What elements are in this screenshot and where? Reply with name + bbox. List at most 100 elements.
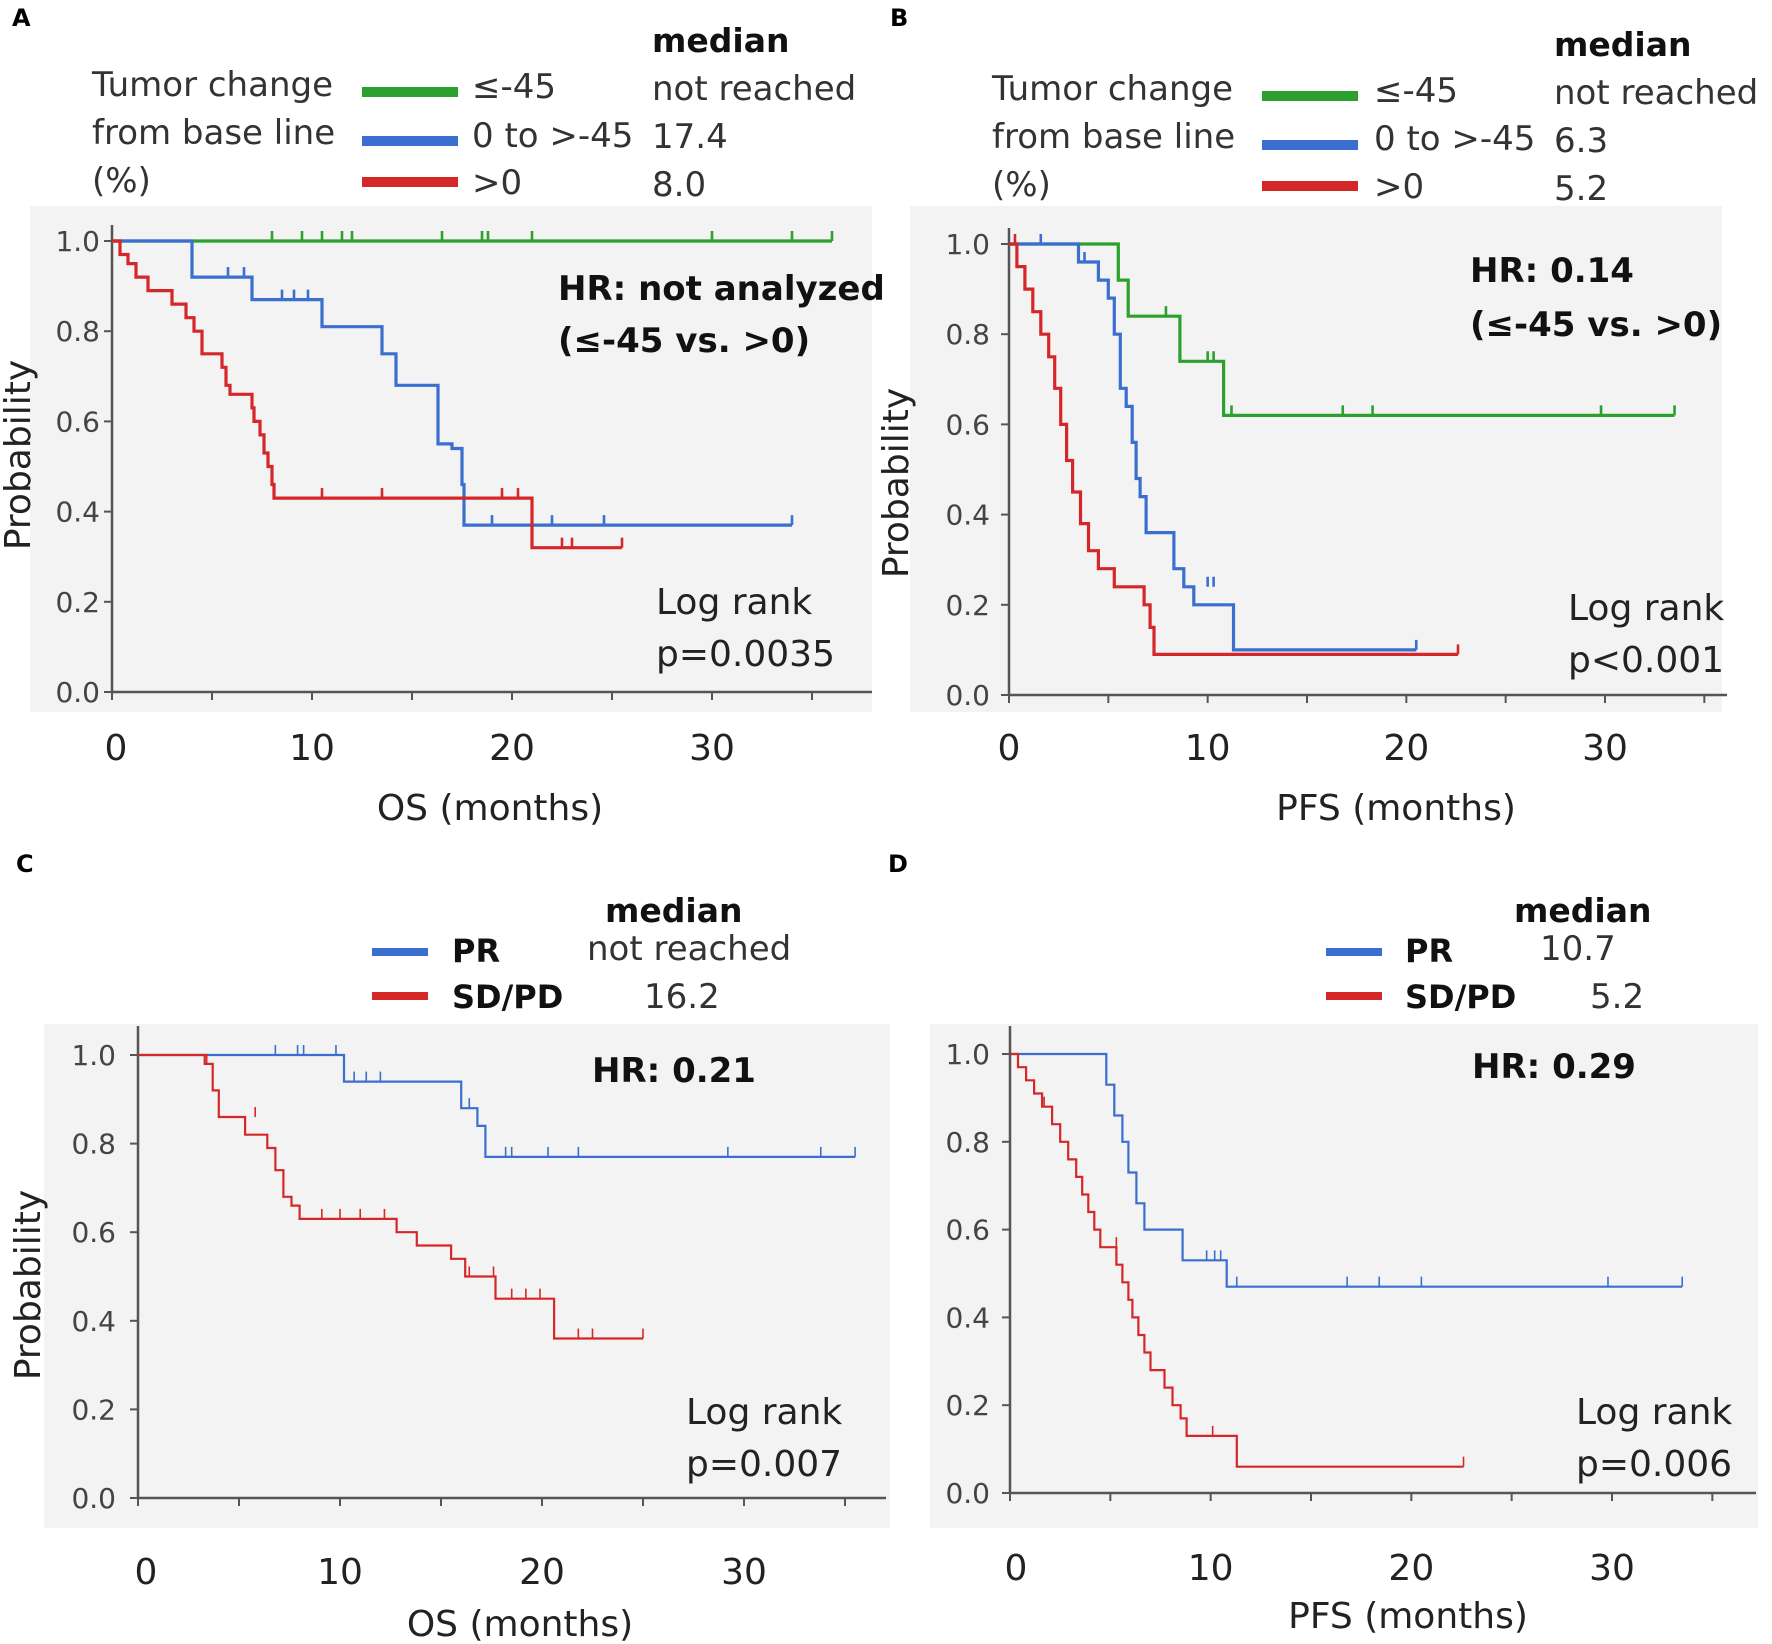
panel-a-legend-title-line-2: from base line [92,113,335,153]
panel-d-median-1: 5.2 [1590,977,1644,1017]
panel-a-logrank-line-1: Log rank [656,582,812,623]
panel-a-hr-line-1: HR: not analyzed [558,269,885,309]
panel-b-logrank-line-1: Log rank [1568,588,1724,629]
panel-b-hr-line-1: HR: 0.14 [1470,251,1634,291]
panel-b-legend-title-line-1: Tumor change [991,69,1233,109]
panel-b-median-header: median [1554,25,1691,64]
panel-a-median-1: 17.4 [652,117,728,157]
panel-b-legend-title-line-2: from base line [992,117,1235,157]
panel-b-axes: 0.0 0.2 0.4 0.6 0.8 1.0 0 10 20 30 [945,228,1727,769]
panel-b-series-1-curve [1009,242,1417,652]
panel-b-y-tick-label: 0.2 [945,589,990,622]
panel-a-median-header: median [652,21,789,60]
panel-b-median-0: not reached [1554,73,1758,113]
panel-d-series [1010,1052,1684,1468]
panel-c-logrank-line-2: p=0.007 [686,1444,842,1485]
panel-c-series [138,1045,856,1340]
panel-b-median-2: 5.2 [1554,169,1608,209]
panel-a-legend-title-line-1: Tumor change [91,65,333,105]
panel-d-xlabel: PFS (months) [1288,1596,1528,1637]
panel-d-letter: D [888,850,908,878]
panel-a-series [112,231,834,550]
panel-d-x-tick-label: 0 [1005,1548,1028,1589]
panel-a-y-tick-label: 0.0 [55,676,100,709]
panel-c-axes: 0.0 0.2 0.4 0.6 0.8 1.0 0 10 20 30 [71,1026,886,1593]
panel-c-x-tick-label: 20 [519,1552,565,1593]
panel-a-y-tick-label: 1.0 [55,225,100,258]
panel-d-series-1-curve [1010,1052,1464,1468]
panel-b-x-tick-label: 30 [1582,728,1628,769]
panel-b-y-tick-label: 0.6 [945,408,990,441]
panel-b-logrank-line-2: p<0.001 [1568,640,1724,681]
panel-a-legend-title-line-3: (%) [92,161,151,201]
panel-c-median-1: 16.2 [644,977,720,1017]
panel-d-legend-label-0: PR [1405,932,1453,970]
panel-a-ylabel: Probability [0,360,39,550]
panel-b-hr-line-2: (≤-45 vs. >0) [1470,305,1722,345]
panel-a-letter: A [12,4,31,32]
panel-a-median-0: not reached [652,69,856,109]
panel-c-xlabel: OS (months) [407,1604,633,1644]
panel-d-logrank-line-1: Log rank [1576,1392,1732,1433]
panel-d-x-tick-label: 20 [1388,1548,1434,1589]
panel-b-legend-label-0: ≤-45 [1374,71,1458,111]
panel-c-letter: C [16,850,34,878]
panel-d: D median PR SD/PD 10.7 5.2 0.00.20.40.60… [888,850,1758,1637]
panel-c: C median PR SD/PD not reached 16.2 0.00.… [8,850,890,1644]
panel-a-series-2-curve [112,239,622,550]
panel-d-median-0: 10.7 [1540,929,1616,969]
panel-d-y-tick-label: 0.0 [945,1477,990,1510]
panel-c-y-tick-label: 0.0 [71,1482,116,1515]
panel-a-x-tick-label: 10 [289,728,335,769]
panel-a-series-1-curve [112,239,792,527]
panel-b-x-tick-label: 20 [1383,728,1429,769]
panel-c-y-tick-label: 0.6 [71,1216,116,1249]
panel-b-series-2-curve [1009,242,1458,656]
panel-c-series-1-curve [138,1053,643,1340]
panel-d-y-tick-label: 0.6 [945,1214,990,1247]
panel-c-ylabel: Probability [8,1190,49,1380]
panel-a-y-tick-label: 0.8 [55,315,100,348]
panel-b-series [1009,234,1676,656]
panel-c-x-tick-label: 10 [317,1552,363,1593]
panel-a-legend-label-1: 0 to >-45 [472,116,633,156]
panel-c-logrank-line-1: Log rank [686,1392,842,1433]
panel-c-y-tick-label: 0.8 [71,1128,116,1161]
panel-d-logrank-line-2: p=0.006 [1576,1444,1732,1485]
panel-b-legend-label-2: >0 [1374,167,1424,207]
panel-c-hr-line-1: HR: 0.21 [592,1051,756,1091]
panel-b-y-tick-label: 0.4 [945,499,990,532]
panel-d-y-tick-label: 0.4 [945,1301,990,1334]
panel-d-y-tick-label: 0.8 [945,1126,990,1159]
panel-a-legend-label-2: >0 [472,163,522,203]
panel-a-x-tick-label: 30 [689,728,735,769]
panel-b-y-tick-label: 1.0 [945,228,990,261]
panel-b-ylabel: Probability [876,388,917,578]
panel-c-x-tick-label: 0 [135,1552,158,1593]
panel-a-y-tick-label: 0.6 [55,405,100,438]
panel-a-xlabel: OS (months) [377,788,603,829]
panel-b: B Tumor change from base line (%) median… [876,4,1758,829]
panel-b-plot-area [910,206,1722,712]
panel-c-median-header: median [605,891,742,930]
panel-b-x-tick-label: 0 [998,728,1021,769]
panel-a-x-tick-label: 20 [489,728,535,769]
panel-d-y-tick-label: 0.2 [945,1389,990,1422]
panel-b-xlabel: PFS (months) [1276,788,1516,829]
panel-d-hr-line-1: HR: 0.29 [1472,1047,1636,1087]
panel-b-letter: B [890,4,908,32]
panel-a-legend-label-0: ≤-45 [472,67,556,107]
panel-a-y-tick-label: 0.2 [55,586,100,619]
panel-a-axes: 0.0 0.2 0.4 0.6 0.8 1.0 0 10 20 30 [55,225,872,769]
panel-c-y-tick-label: 0.4 [71,1305,116,1338]
panel-b-legend-label-1: 0 to >-45 [1374,119,1535,159]
panel-a-hr-line-2: (≤-45 vs. >0) [558,321,810,361]
panel-b-series-0-curve [1009,242,1675,417]
panel-a-median-2: 8.0 [652,165,706,205]
panel-d-x-tick-label: 10 [1188,1548,1234,1589]
panel-c-y-tick-label: 1.0 [71,1039,116,1072]
panel-d-y-tick-label: 1.0 [945,1038,990,1071]
panel-a-x-tick-label: 0 [105,728,128,769]
panel-c-legend-label-1: SD/PD [452,978,563,1016]
